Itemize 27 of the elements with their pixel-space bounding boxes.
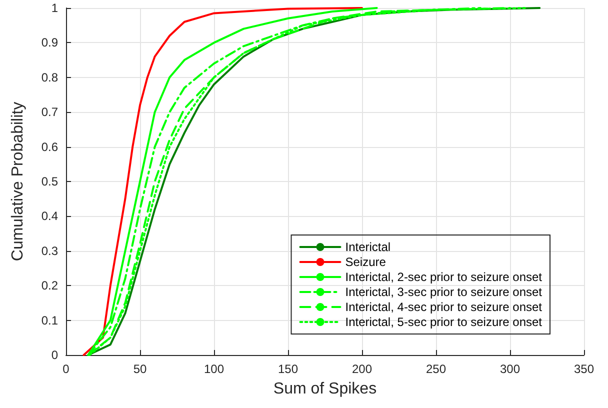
x-axis-title: Sum of Spikes bbox=[273, 380, 377, 398]
x-tick-label: 350 bbox=[574, 362, 594, 376]
y-axis-title: Cumulative Probability bbox=[10, 102, 26, 262]
legend-label: Interictal bbox=[345, 240, 391, 254]
y-tick-label: 1 bbox=[51, 1, 58, 15]
y-tick-label: 0.5 bbox=[41, 174, 58, 188]
y-tick-label: 0.4 bbox=[41, 209, 58, 224]
y-tick-label: 0.1 bbox=[41, 313, 58, 328]
legend-label: Interictal, 5-sec prior to seizure onset bbox=[345, 315, 543, 329]
legend-label: Interictal, 3-sec prior to seizure onset bbox=[345, 285, 543, 299]
x-tick-label: 250 bbox=[426, 362, 446, 376]
x-tick-label: 0 bbox=[62, 362, 70, 376]
y-tick-label: 0.6 bbox=[41, 140, 58, 154]
x-tick-label: 150 bbox=[278, 362, 298, 376]
y-tick-label: 0.2 bbox=[41, 278, 58, 293]
legend-label: Seizure bbox=[345, 255, 386, 269]
x-tick-label: 100 bbox=[204, 362, 224, 376]
legend-label: Interictal, 4-sec prior to seizure onset bbox=[345, 300, 543, 314]
y-tick-label: 0.8 bbox=[41, 70, 58, 84]
x-tick-label: 200 bbox=[352, 362, 372, 376]
x-tick-label: 300 bbox=[500, 362, 520, 376]
x-tick-label: 50 bbox=[133, 362, 147, 376]
legend-label: Interictal, 2-sec prior to seizure onset bbox=[345, 270, 543, 284]
y-tick-label: 0.9 bbox=[41, 36, 58, 50]
y-tick-label: 0.7 bbox=[41, 105, 58, 120]
y-tick-label: 0.3 bbox=[41, 244, 58, 258]
y-tick-label: 0 bbox=[51, 348, 58, 362]
